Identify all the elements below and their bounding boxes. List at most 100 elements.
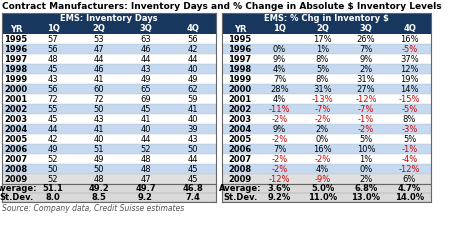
Text: 27%: 27% bbox=[357, 85, 375, 94]
Text: 50: 50 bbox=[48, 164, 58, 173]
Text: 9%: 9% bbox=[273, 55, 286, 63]
Bar bbox=[222, 54, 431, 64]
Text: 8%: 8% bbox=[403, 114, 416, 124]
Text: 8.5: 8.5 bbox=[92, 193, 106, 202]
Text: 39: 39 bbox=[187, 125, 198, 133]
Text: 7%: 7% bbox=[273, 74, 286, 83]
Text: 1995: 1995 bbox=[4, 35, 27, 43]
Text: 46: 46 bbox=[140, 44, 151, 54]
Text: 65: 65 bbox=[140, 85, 151, 94]
Text: -15%: -15% bbox=[399, 94, 420, 103]
Text: 1Q: 1Q bbox=[46, 24, 60, 34]
Text: 4%: 4% bbox=[273, 64, 286, 74]
Bar bbox=[222, 24, 431, 34]
Text: 48: 48 bbox=[93, 175, 104, 184]
Text: -9%: -9% bbox=[314, 175, 331, 184]
Bar bbox=[222, 84, 431, 94]
Text: 2Q: 2Q bbox=[93, 24, 106, 34]
Text: 1%: 1% bbox=[359, 154, 372, 164]
Text: 28%: 28% bbox=[270, 85, 289, 94]
Text: 4%: 4% bbox=[316, 164, 329, 173]
Text: 44: 44 bbox=[187, 154, 198, 164]
Bar bbox=[2, 54, 216, 64]
Text: 40: 40 bbox=[187, 64, 198, 74]
Text: 56: 56 bbox=[48, 44, 58, 54]
Text: -7%: -7% bbox=[358, 105, 374, 114]
Text: -4%: -4% bbox=[401, 154, 418, 164]
Text: 1%: 1% bbox=[316, 44, 329, 54]
Text: 49.7: 49.7 bbox=[135, 184, 156, 193]
Text: -12%: -12% bbox=[399, 164, 420, 173]
Text: YR: YR bbox=[10, 24, 22, 34]
Text: -2%: -2% bbox=[358, 125, 374, 133]
Bar bbox=[222, 193, 431, 202]
Text: 44: 44 bbox=[94, 55, 104, 63]
Text: 11.0%: 11.0% bbox=[308, 193, 337, 202]
Bar bbox=[2, 114, 216, 124]
Text: 0%: 0% bbox=[359, 164, 372, 173]
Text: 19%: 19% bbox=[400, 74, 419, 83]
Text: 51: 51 bbox=[94, 145, 104, 153]
Text: 40: 40 bbox=[94, 134, 104, 144]
Bar bbox=[222, 94, 431, 104]
Text: Average:: Average: bbox=[219, 184, 261, 193]
Text: 1997: 1997 bbox=[228, 55, 252, 63]
Text: 72: 72 bbox=[93, 94, 104, 103]
Text: 31%: 31% bbox=[357, 74, 375, 83]
Text: 2007: 2007 bbox=[5, 154, 27, 164]
Text: 41: 41 bbox=[187, 105, 198, 114]
Text: 1997: 1997 bbox=[5, 55, 27, 63]
Bar bbox=[222, 44, 431, 54]
Text: 44: 44 bbox=[187, 55, 198, 63]
Text: 7%: 7% bbox=[273, 145, 286, 153]
Text: 2001: 2001 bbox=[4, 94, 27, 103]
Text: 47: 47 bbox=[140, 175, 151, 184]
Text: 52: 52 bbox=[140, 145, 151, 153]
Text: 4.7%: 4.7% bbox=[398, 184, 421, 193]
Text: 49.2: 49.2 bbox=[89, 184, 109, 193]
Text: 5%: 5% bbox=[316, 64, 329, 74]
Bar bbox=[222, 34, 431, 44]
Bar bbox=[222, 124, 431, 134]
Text: 2006: 2006 bbox=[4, 145, 27, 153]
Text: 16%: 16% bbox=[400, 35, 419, 43]
Bar bbox=[2, 13, 216, 24]
Text: 2004: 2004 bbox=[4, 125, 27, 133]
Text: 43: 43 bbox=[48, 74, 58, 83]
Text: 4%: 4% bbox=[273, 94, 286, 103]
Text: 45: 45 bbox=[48, 114, 58, 124]
Text: -12%: -12% bbox=[355, 94, 377, 103]
Text: 2009: 2009 bbox=[228, 175, 252, 184]
Text: 2005: 2005 bbox=[228, 134, 252, 144]
Bar bbox=[2, 64, 216, 74]
Text: 6.8%: 6.8% bbox=[354, 184, 378, 193]
Text: 49: 49 bbox=[187, 74, 198, 83]
Text: 42: 42 bbox=[187, 44, 198, 54]
Text: 43: 43 bbox=[93, 114, 104, 124]
Text: 2006: 2006 bbox=[228, 145, 252, 153]
Bar bbox=[222, 144, 431, 154]
Text: 13.0%: 13.0% bbox=[352, 193, 380, 202]
Bar bbox=[222, 104, 431, 114]
Text: 49: 49 bbox=[94, 154, 104, 164]
Text: 1Q: 1Q bbox=[273, 24, 286, 34]
Text: 8%: 8% bbox=[316, 74, 329, 83]
Text: 26%: 26% bbox=[357, 35, 375, 43]
Text: 44: 44 bbox=[140, 55, 151, 63]
Text: 63: 63 bbox=[140, 35, 151, 43]
Text: 43: 43 bbox=[187, 134, 198, 144]
Bar bbox=[222, 134, 431, 144]
Bar bbox=[2, 94, 216, 104]
Text: 2000: 2000 bbox=[228, 85, 252, 94]
Text: 3Q: 3Q bbox=[359, 24, 372, 34]
Bar bbox=[2, 44, 216, 54]
Text: 2002: 2002 bbox=[4, 105, 27, 114]
Bar bbox=[222, 174, 431, 184]
Text: -3%: -3% bbox=[401, 125, 418, 133]
Text: -2%: -2% bbox=[314, 114, 331, 124]
Bar bbox=[222, 164, 431, 174]
Text: 2%: 2% bbox=[359, 175, 372, 184]
Text: 50: 50 bbox=[94, 164, 104, 173]
Text: 9.2: 9.2 bbox=[138, 193, 153, 202]
Text: 41: 41 bbox=[94, 74, 104, 83]
